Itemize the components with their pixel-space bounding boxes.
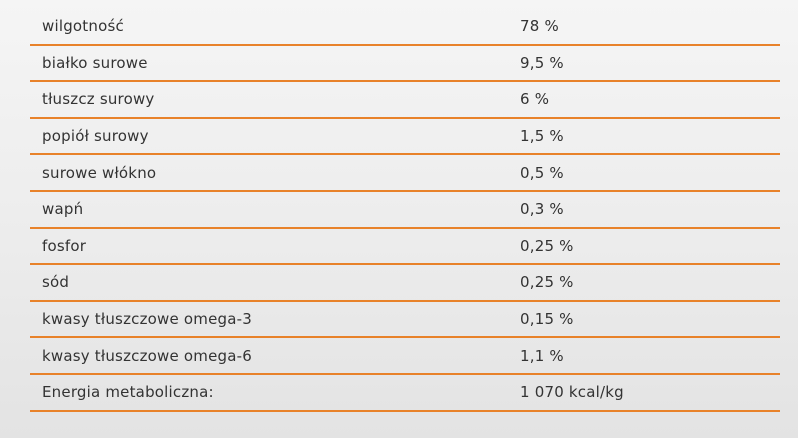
row-label: fosfor bbox=[42, 236, 87, 255]
table-row: kwasy tłuszczowe omega-6 1,1 % bbox=[30, 337, 780, 374]
row-value: 6 % bbox=[520, 90, 550, 109]
nutrition-table: wilgotność 78 % białko surowe 9,5 % tłus… bbox=[30, 8, 780, 412]
row-label: wilgotność bbox=[42, 16, 124, 35]
table-row: popiół surowy 1,5 % bbox=[30, 118, 780, 155]
row-value: 0,15 % bbox=[520, 310, 574, 329]
row-label: białko surowe bbox=[42, 53, 148, 72]
table-row: surowe włókno 0,5 % bbox=[30, 154, 780, 191]
row-value: 0,25 % bbox=[520, 236, 574, 255]
row-label: surowe włókno bbox=[42, 163, 157, 182]
table-row: wapń 0,3 % bbox=[30, 191, 780, 228]
row-value: 1 070 kcal/kg bbox=[520, 383, 624, 402]
table-row: białko surowe 9,5 % bbox=[30, 45, 780, 82]
table-row: fosfor 0,25 % bbox=[30, 228, 780, 265]
table-row: sód 0,25 % bbox=[30, 264, 780, 301]
row-label: tłuszcz surowy bbox=[42, 90, 155, 109]
row-value: 1,1 % bbox=[520, 346, 564, 365]
row-label: sód bbox=[42, 273, 70, 292]
row-label: wapń bbox=[42, 200, 84, 219]
row-value: 0,3 % bbox=[520, 200, 564, 219]
table-row: kwasy tłuszczowe omega-3 0,15 % bbox=[30, 301, 780, 338]
table-row: wilgotność 78 % bbox=[30, 8, 780, 45]
nutrition-table-container: wilgotność 78 % białko surowe 9,5 % tłus… bbox=[30, 8, 780, 412]
row-value: 78 % bbox=[520, 16, 559, 35]
row-label: Energia metaboliczna: bbox=[42, 383, 214, 402]
table-row: tłuszcz surowy 6 % bbox=[30, 81, 780, 118]
row-label: kwasy tłuszczowe omega-3 bbox=[42, 310, 252, 329]
row-value: 1,5 % bbox=[520, 127, 564, 146]
row-label: popiół surowy bbox=[42, 127, 149, 146]
row-value: 9,5 % bbox=[520, 53, 564, 72]
table-row: Energia metaboliczna: 1 070 kcal/kg bbox=[30, 374, 780, 411]
row-label: kwasy tłuszczowe omega-6 bbox=[42, 346, 252, 365]
row-value: 0,25 % bbox=[520, 273, 574, 292]
row-value: 0,5 % bbox=[520, 163, 564, 182]
